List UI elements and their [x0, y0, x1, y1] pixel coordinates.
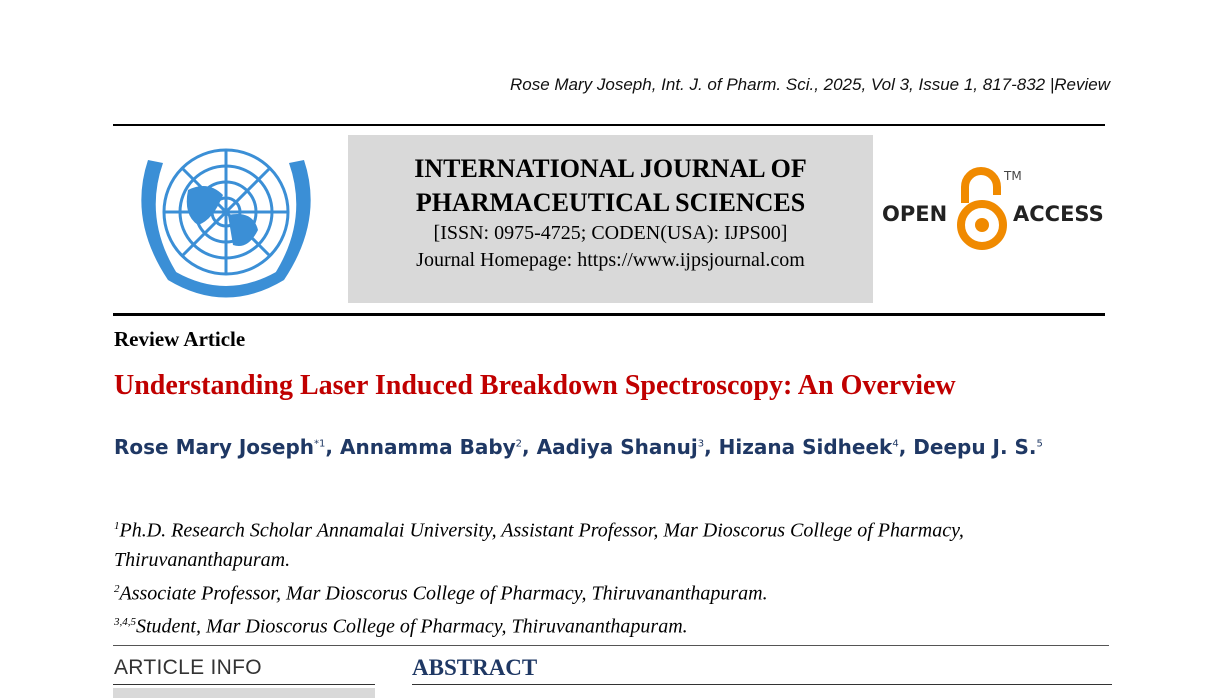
journal-homepage[interactable]: Journal Homepage: https://www.ijpsjourna… [416, 249, 805, 271]
divider [113, 124, 1105, 126]
abstract-heading: ABSTRACT [412, 655, 538, 680]
article-title: Understanding Laser Induced Breakdown Sp… [114, 370, 956, 401]
author[interactable]: Rose Mary Joseph*1 [114, 434, 326, 459]
citation-header: Rose Mary Joseph, Int. J. of Pharm. Sci.… [509, 75, 1110, 94]
journal-issn: [ISSN: 0975-4725; CODEN(USA): IJPS00] [433, 222, 788, 244]
un-emblem-logo [141, 148, 311, 298]
affiliation: 1Ph.D. Research Scholar Annamalai Univer… [114, 519, 964, 571]
trademark: TM [1004, 169, 1022, 183]
divider [113, 645, 1109, 646]
journal-name: PHARMACEUTICAL SCIENCES [415, 188, 806, 217]
article-type: Review Article [114, 327, 246, 351]
divider [113, 684, 375, 685]
open-lock-icon [957, 167, 1007, 250]
affiliation: 2Associate Professor, Mar Dioscorus Coll… [114, 582, 768, 605]
open-access-logo: OPEN ACCESS TM [880, 165, 1110, 255]
affiliation: 3,4,5Student, Mar Dioscorus College of P… [114, 615, 688, 638]
author[interactable]: Annamma Baby2 [339, 434, 523, 459]
article-info-heading: ARTICLE INFO [114, 656, 262, 679]
author[interactable]: Aadiya Shanuj3 [536, 434, 705, 459]
author-list: Rose Mary Joseph*1, Annamma Baby2, Aadiy… [114, 434, 1043, 459]
open-text: OPEN [882, 202, 948, 226]
article-info-box [113, 688, 375, 698]
divider [113, 313, 1105, 316]
access-text: ACCESS [1013, 202, 1104, 226]
journal-name: INTERNATIONAL JOURNAL OF [414, 154, 807, 183]
journal-banner: INTERNATIONAL JOURNAL OF PHARMACEUTICAL … [348, 135, 873, 303]
author[interactable]: Deepu J. S.5 [913, 434, 1043, 459]
author[interactable]: Hizana Sidheek4 [718, 434, 899, 459]
affiliations: 1Ph.D. Research Scholar Annamalai Univer… [114, 512, 1104, 642]
divider [412, 684, 1112, 685]
